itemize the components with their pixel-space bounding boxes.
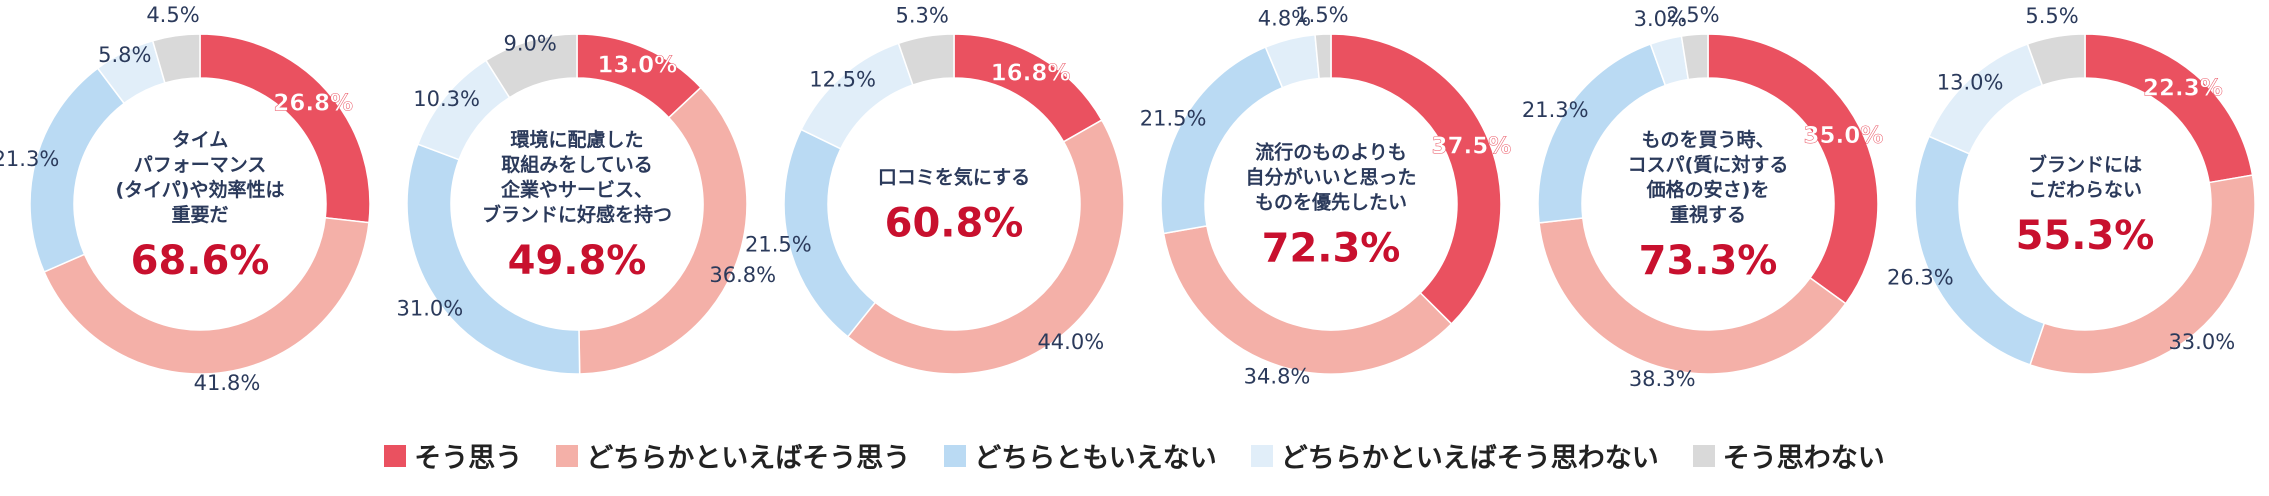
question-text: 重視する — [1670, 203, 1746, 226]
legend-label: どちらかといえばそう思わない — [1280, 443, 1659, 474]
slice-label-dochiraka-sou: 41.8% — [194, 371, 261, 395]
slice-omowanai — [897, 33, 955, 86]
slice-omowanai — [2026, 33, 2086, 87]
slice-sou-omou — [1330, 33, 1502, 325]
slice-label-dochiraka-omowanai: 13.0% — [1937, 70, 2004, 94]
slice-label-sou-omou: 26.8% — [273, 91, 353, 117]
question-text: 自分がいいと思った — [1245, 166, 1416, 189]
slice-sou-omou — [1707, 33, 1879, 305]
slice-label-sou-omou: 35.0% — [1803, 123, 1883, 149]
question-text: 流行のものよりも — [1255, 141, 1407, 164]
legend-label: どちらかといえばそう思う — [586, 443, 911, 474]
slice-label-omowanai: 2.5% — [1666, 3, 1719, 27]
slice-label-dochiratomo: 31.0% — [396, 297, 463, 321]
legend-item-omowanai: そう思わない — [1692, 436, 1885, 475]
legend-item-dochiraka-sou: どちらかといえばそう思う — [556, 436, 910, 475]
legend-label: そう思わない — [1722, 443, 1885, 474]
slice-label-dochiraka-sou: 36.8% — [709, 263, 776, 287]
slice-label-dochiratomo: 21.5% — [745, 233, 812, 257]
slice-label-sou-omou: 16.8% — [991, 61, 1071, 87]
slice-label-omowanai: 4.5% — [146, 3, 199, 27]
question-text: 取組みをしている — [501, 153, 652, 176]
legend-item-sou-omou: そう思う — [384, 436, 522, 475]
legend-label: どちらともいえない — [974, 443, 1217, 474]
total-agree-value: 60.8% — [885, 201, 1024, 247]
slice-dochiraka-sou — [1538, 217, 1847, 375]
slice-dochiraka-sou — [578, 86, 748, 375]
legend-swatch — [556, 444, 579, 467]
question-text: 企業やサービス、 — [500, 178, 653, 201]
question-text: ものを優先したい — [1255, 191, 1407, 214]
question-text: 口コミを気にする — [878, 166, 1030, 189]
question-text: こだわらない — [2028, 179, 2142, 201]
slice-label-dochiraka-omowanai: 5.8% — [98, 43, 151, 67]
slice-omowanai — [1314, 33, 1332, 80]
slice-label-dochiraka-sou: 33.0% — [2168, 330, 2235, 354]
slice-label-sou-omou: 37.5% — [1431, 134, 1511, 160]
slice-dochiraka-sou — [1162, 224, 1453, 375]
slice-label-omowanai: 9.0% — [503, 32, 556, 56]
total-agree-value: 68.6% — [131, 238, 270, 284]
legend-swatch — [1250, 444, 1273, 467]
donut-chart-2: 13.0% 36.8% 31.0% 10.3% 9.0% 環境に配慮した取組みをしている企… — [396, 32, 776, 375]
question-text: パフォーマンス — [134, 154, 267, 176]
slice-dochiraka-sou — [43, 216, 370, 375]
legend-item-dochiratomo: どちらともいえない — [944, 436, 1217, 475]
slice-dochiraka-sou — [846, 119, 1125, 375]
legend-swatch — [944, 444, 967, 467]
donut-chart-3: 16.8% 44.0% 21.5% 12.5% 5.3% 口コミを気にする 60.8% — [745, 4, 1125, 375]
total-agree-value: 49.8% — [508, 238, 647, 284]
slice-label-dochiraka-omowanai: 3.0% — [1634, 7, 1687, 31]
question-text: ものを買う時、 — [1641, 129, 1774, 151]
question-text: 環境に配慮した — [510, 128, 643, 151]
slice-label-dochiratomo: 21.3% — [1522, 98, 1589, 122]
legend-item-dochiraka-omowanai: どちらかといえばそう思わない — [1250, 436, 1659, 475]
slice-label-dochiratomo: 26.3% — [1887, 266, 1954, 290]
slice-label-dochiraka-omowanai: 12.5% — [809, 67, 876, 91]
slice-label-sou-omou: 13.0% — [597, 52, 677, 78]
question-text: タイム — [172, 129, 229, 151]
total-agree-value: 72.3% — [1262, 226, 1401, 272]
slice-label-dochiratomo: 21.5% — [1140, 107, 1207, 131]
total-agree-value: 55.3% — [2016, 213, 2155, 259]
slice-label-omowanai: 5.5% — [2025, 4, 2078, 28]
question-text: ブランドに好感を持つ — [482, 203, 672, 226]
slice-label-omowanai: 5.3% — [896, 4, 949, 28]
slice-omowanai — [484, 33, 578, 99]
slice-label-dochiraka-sou: 34.8% — [1244, 365, 1311, 389]
slice-label-omowanai: 1.5% — [1295, 3, 1348, 27]
slice-dochiraka-omowanai — [1928, 43, 2044, 155]
legend-label: そう思う — [414, 443, 523, 474]
slice-dochiraka-omowanai — [800, 42, 914, 150]
total-agree-value: 73.3% — [1639, 238, 1778, 284]
slice-label-dochiraka-omowanai: 10.3% — [413, 87, 480, 111]
slice-sou-omou — [953, 33, 1103, 143]
question-text: 重要だ — [171, 204, 228, 226]
donut-chart-5: 35.0% 38.3% 21.3% 3.0%2.5% ものを買う時、コスパ(質に対する価… — [1522, 3, 1884, 391]
slice-label-dochiraka-sou: 44.0% — [1037, 330, 1104, 354]
legend: そう思う どちらかといえばそう思う どちらともいえない どちらかといえばそう思わ… — [0, 436, 2269, 475]
slice-label-dochiraka-omowanai: 4.8% — [1258, 7, 1311, 31]
legend-swatch — [1692, 444, 1715, 467]
question-text: コスパ(質に対する — [1628, 153, 1789, 176]
slice-omowanai — [151, 33, 201, 84]
question-text: 価格の安さ)を — [1646, 178, 1770, 201]
slice-label-dochiratomo: 21.3% — [0, 147, 59, 171]
donut-chart-4: 37.5% 34.8% 21.5% 4.8%1.5% 流行のものよりも自分がいいと思った… — [1140, 3, 1512, 389]
legend-swatch — [384, 444, 407, 467]
slice-omowanai — [1680, 33, 1709, 81]
donut-chart-1: 26.8% 41.8% 21.3% 5.8% 4.5% タイムパフォーマンス(タイパ)や効… — [0, 3, 371, 395]
slice-label-dochiraka-sou: 38.3% — [1629, 367, 1696, 391]
question-text: (タイパ)や効率性は — [116, 178, 285, 201]
question-text: ブランドには — [2028, 153, 2142, 176]
slice-dochiraka-sou — [2029, 174, 2256, 375]
slice-label-sou-omou: 22.3% — [2143, 76, 2223, 102]
